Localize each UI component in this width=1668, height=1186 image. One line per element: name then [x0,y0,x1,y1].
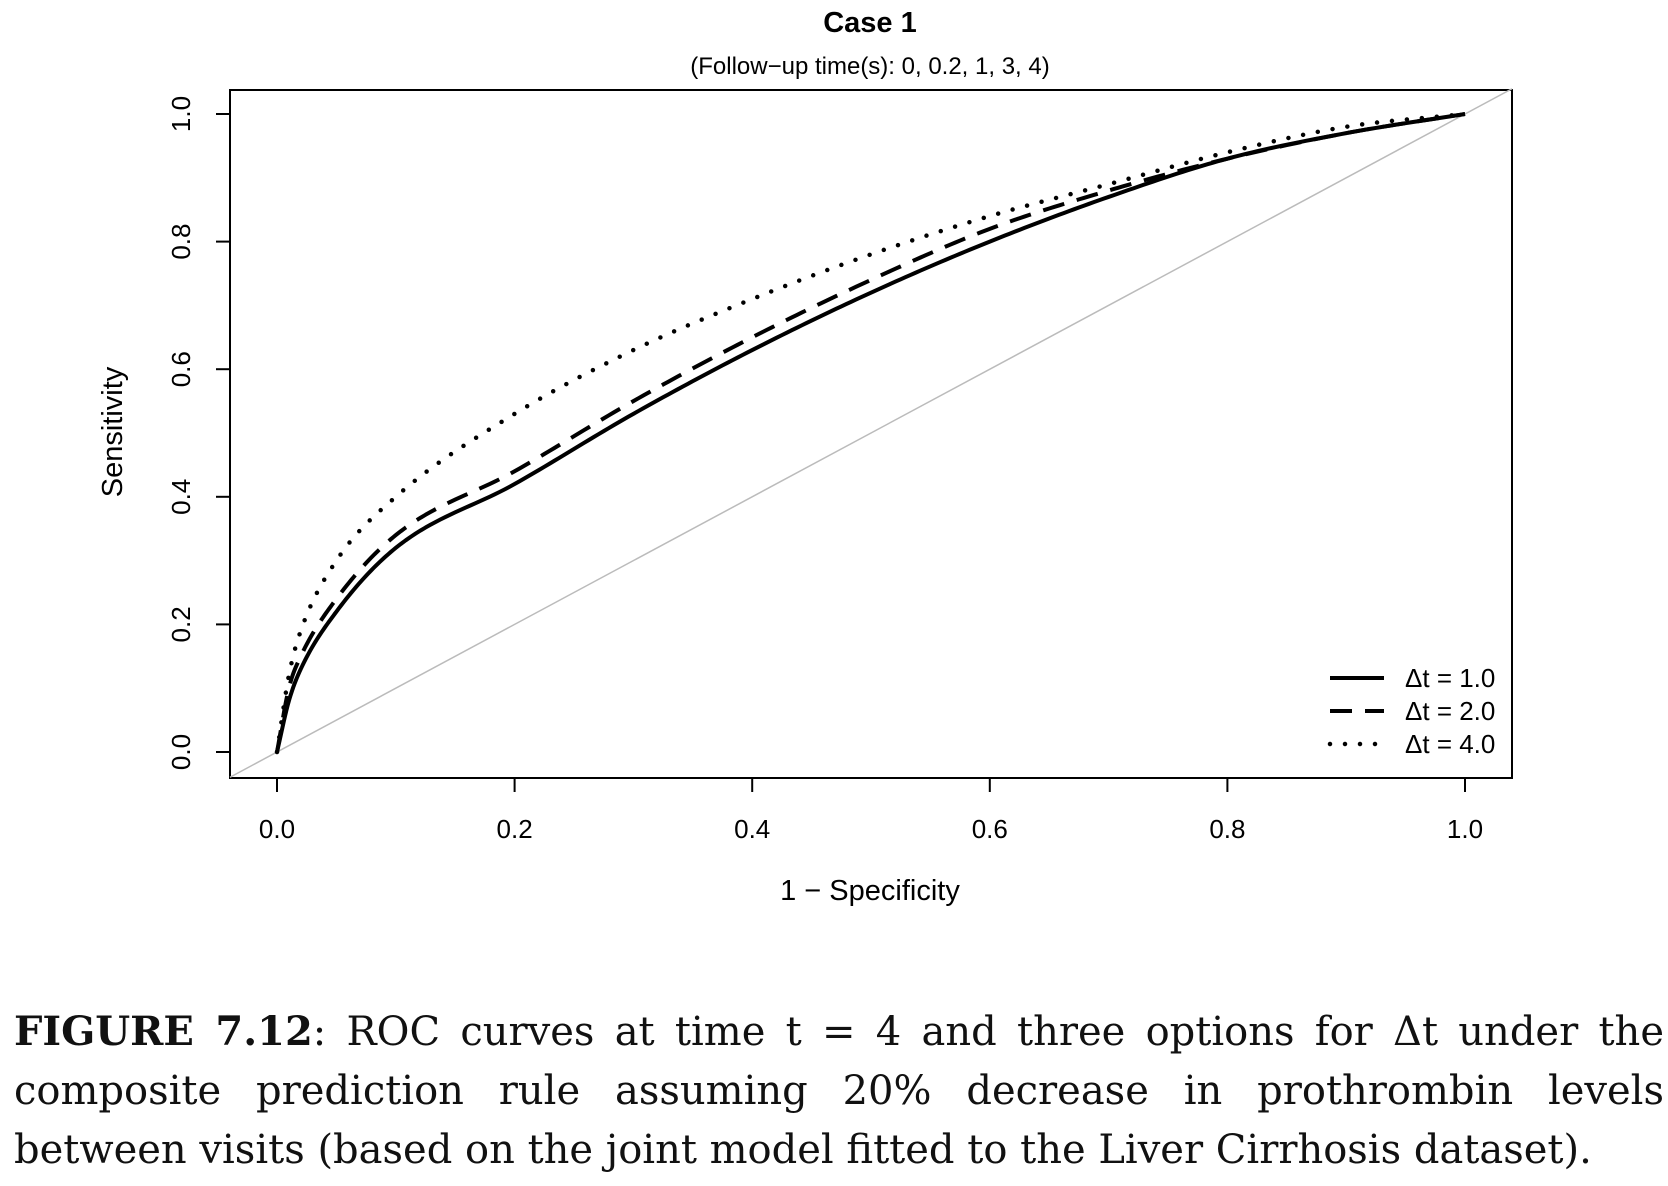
roc-curve-series-1 [275,112,1466,753]
caption-text: : ROC curves at time t = 4 and three opt… [14,1009,1664,1173]
y-axis-label: Sensitivity [97,366,129,497]
x-tick-label: 0.8 [1209,814,1245,844]
x-axis-label: 1 − Specificity [780,875,960,907]
y-tick-label: 0.0 [166,734,196,770]
roc-curve-series-2 [275,112,1466,753]
x-tick-label: 1.0 [1447,814,1483,844]
legend-label: Δt = 1.0 [1405,663,1495,693]
legend-label: Δt = 2.0 [1405,696,1495,726]
x-tick-label: 0.4 [734,814,770,844]
y-tick-label: 0.8 [166,224,196,260]
reference-diagonal-line [229,88,1513,778]
x-tick-label: 0.2 [497,814,533,844]
plot-area: 0.0 0.2 0.4 0.6 0.8 1.0 0.0 0.2 0.4 0.6 0.8 1.0 Δt =… [166,88,1513,844]
roc-figure: Case 1 (Follow−up time(s): 0, 0.2, 1, 3,… [97,7,1513,907]
figure-caption: FIGURE 7.12: ROC curves at time t = 4 an… [14,1002,1664,1180]
chart-subtitle: (Follow−up time(s): 0, 0.2, 1, 3, 4) [690,53,1049,80]
roc-chart: Case 1 (Follow−up time(s): 0, 0.2, 1, 3,… [97,7,1513,907]
y-tick-label: 0.4 [166,479,196,515]
x-tick-label: 0.6 [972,814,1008,844]
y-tick-label: 0.2 [166,606,196,642]
chart-title: Case 1 [823,7,917,39]
y-tick-label: 0.6 [166,351,196,387]
x-tick-label: 0.0 [259,814,295,844]
figure-label: FIGURE 7.12 [14,1008,313,1055]
y-tick-label: 1.0 [166,96,196,132]
legend-label: Δt = 4.0 [1405,729,1495,759]
